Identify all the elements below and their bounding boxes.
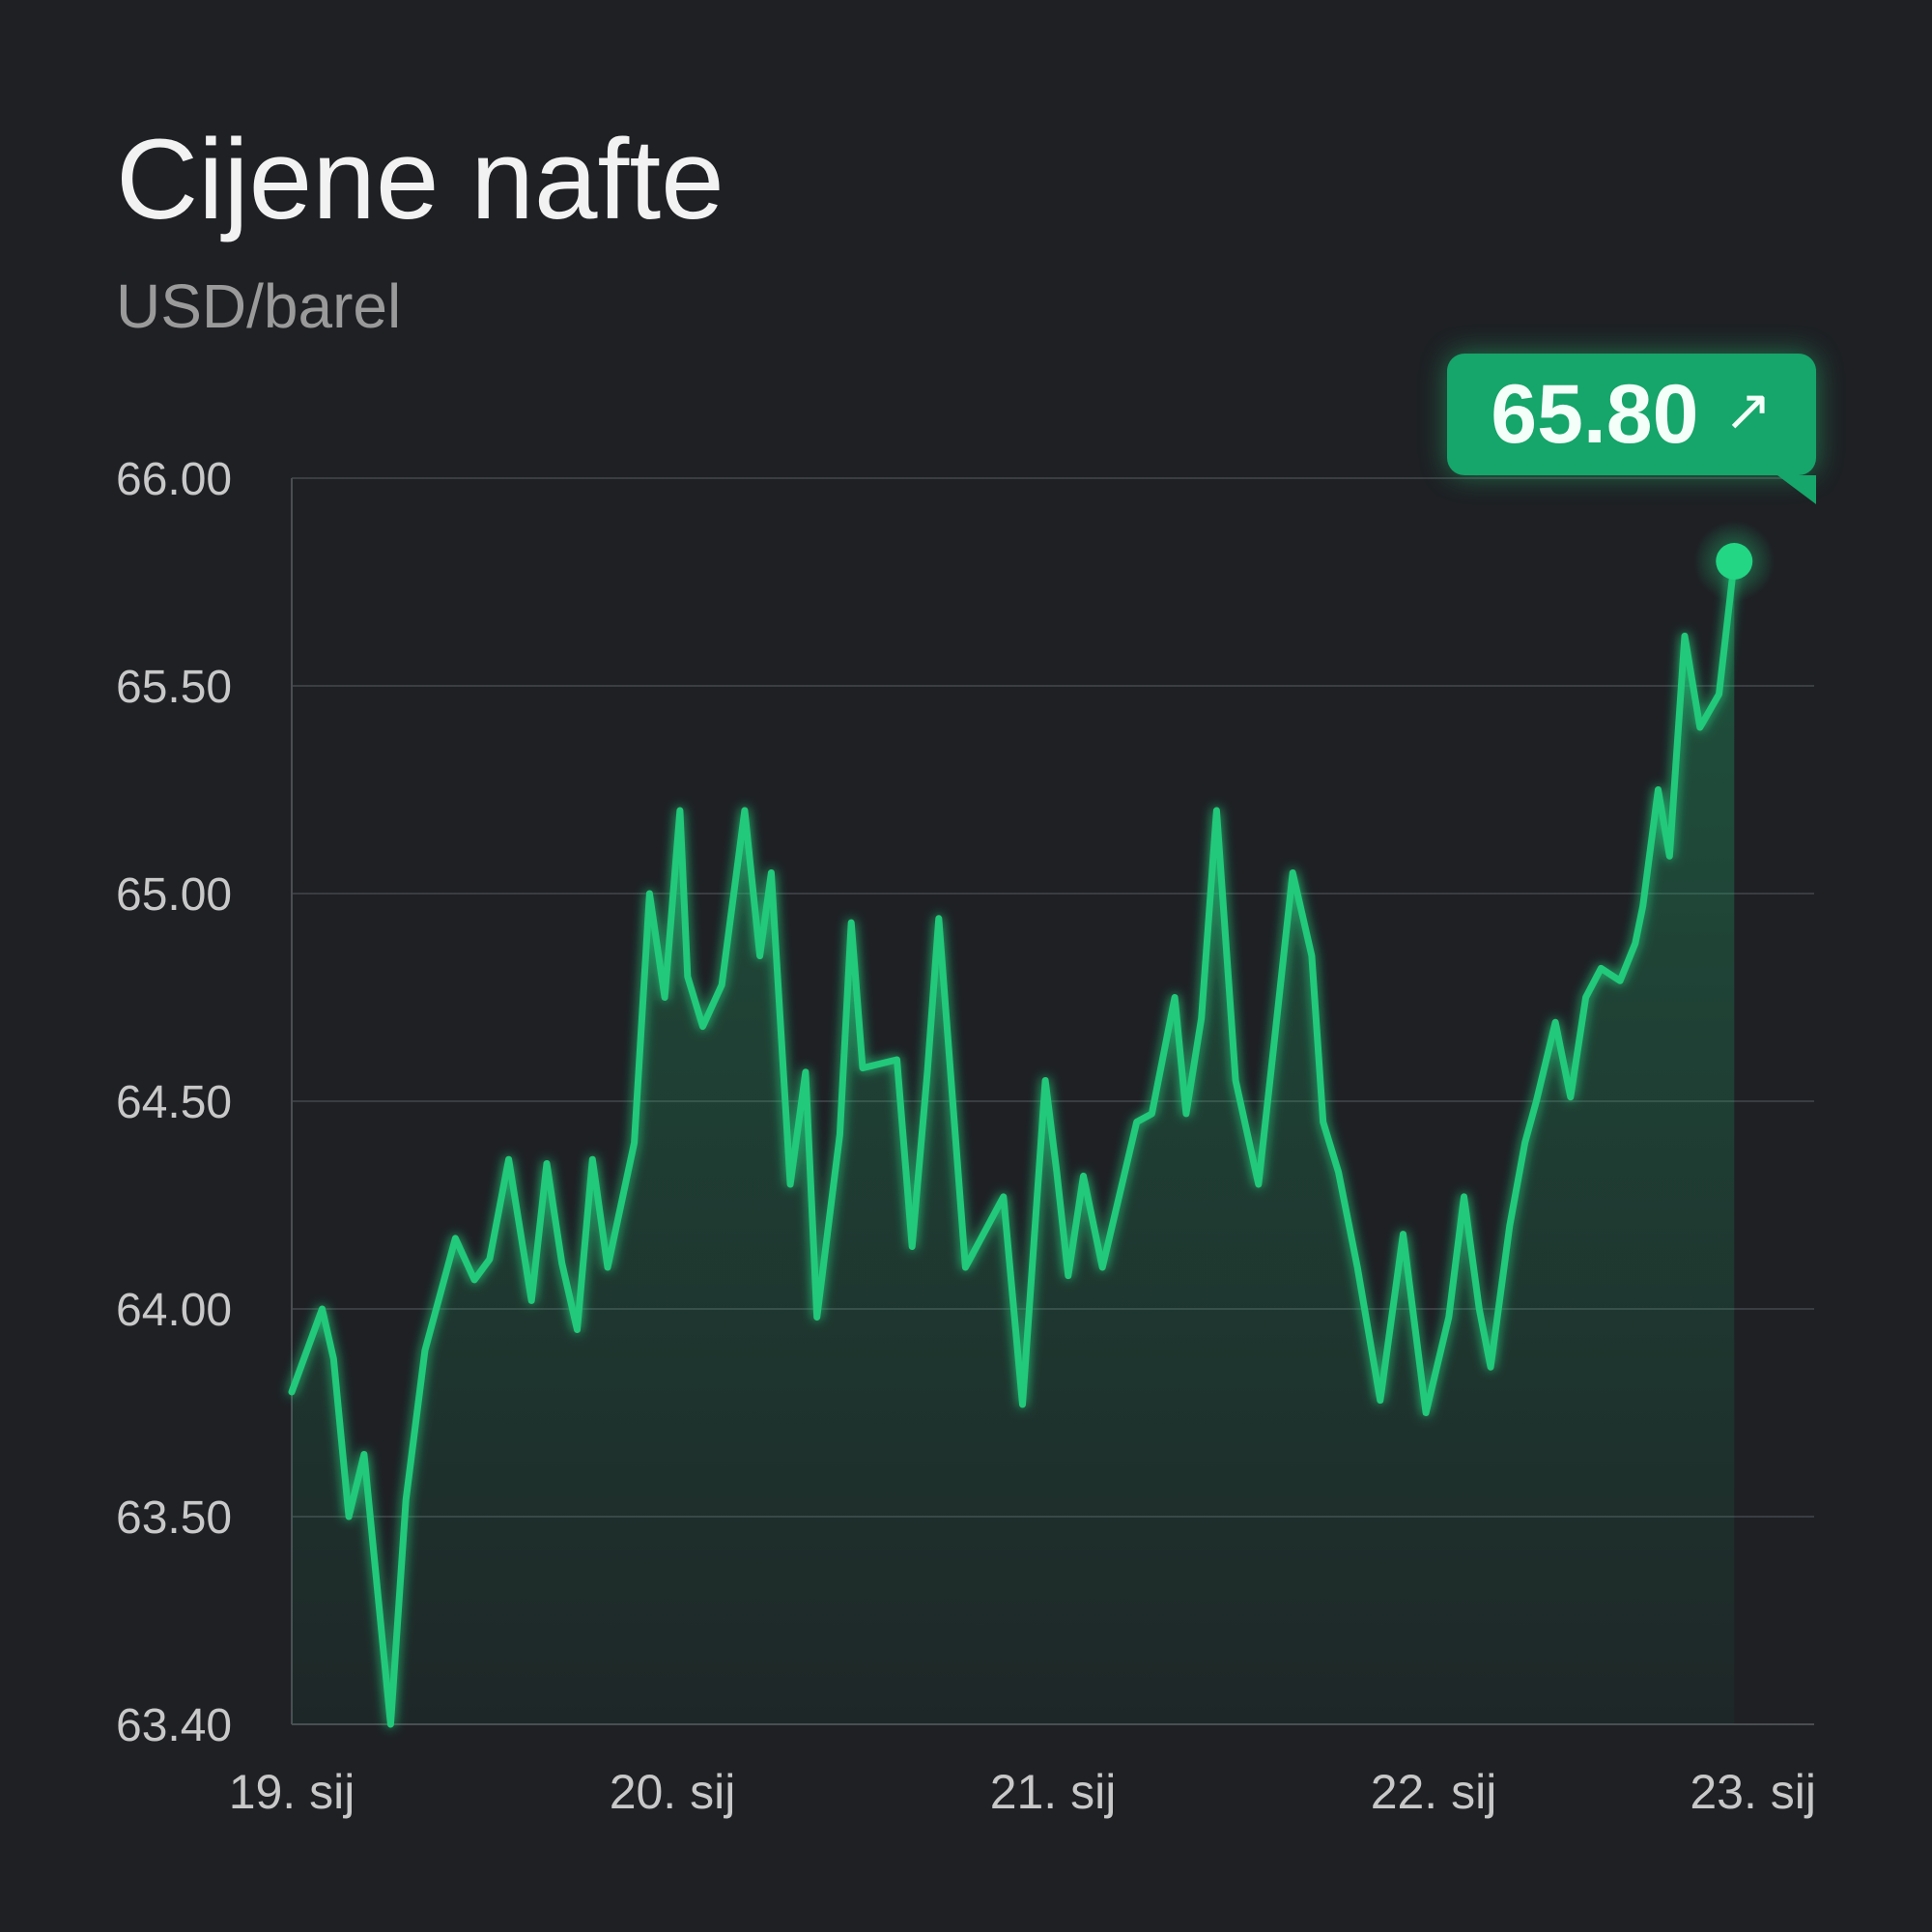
x-tick-label: 20. sij: [610, 1765, 736, 1819]
y-tick-label: 66.00: [116, 454, 232, 505]
y-tick-label: 63.50: [116, 1492, 232, 1544]
y-tick-label: 64.00: [116, 1285, 232, 1336]
y-axis-labels: 66.00 65.50 65.00 64.50 64.00 63.50 63.40: [116, 454, 232, 1751]
price-area-fill: [292, 561, 1735, 1724]
x-tick-label: 21. sij: [990, 1765, 1117, 1819]
chart-subtitle: USD/barel: [116, 271, 402, 341]
current-price-badge[interactable]: 65.80 ↗: [1447, 354, 1816, 504]
latest-point-marker[interactable]: [1716, 543, 1753, 580]
price-line: [288, 557, 1738, 1728]
arrow-up-right-icon: ↗: [1723, 378, 1773, 442]
y-tick-label: 65.00: [116, 869, 232, 921]
x-tick-label: 22. sij: [1371, 1765, 1497, 1819]
x-tick-label: 23. sij: [1690, 1765, 1816, 1819]
y-tick-label: 63.40: [116, 1700, 232, 1751]
y-tick-label: 65.50: [116, 662, 232, 713]
y-tick-label: 64.50: [116, 1077, 232, 1128]
x-axis-labels: 19. sij 20. sij 21. sij 22. sij 23. sij: [229, 1765, 1816, 1819]
current-price-value: 65.80: [1491, 367, 1699, 461]
x-tick-label: 19. sij: [229, 1765, 355, 1819]
chart-title: Cijene nafte: [116, 116, 724, 243]
